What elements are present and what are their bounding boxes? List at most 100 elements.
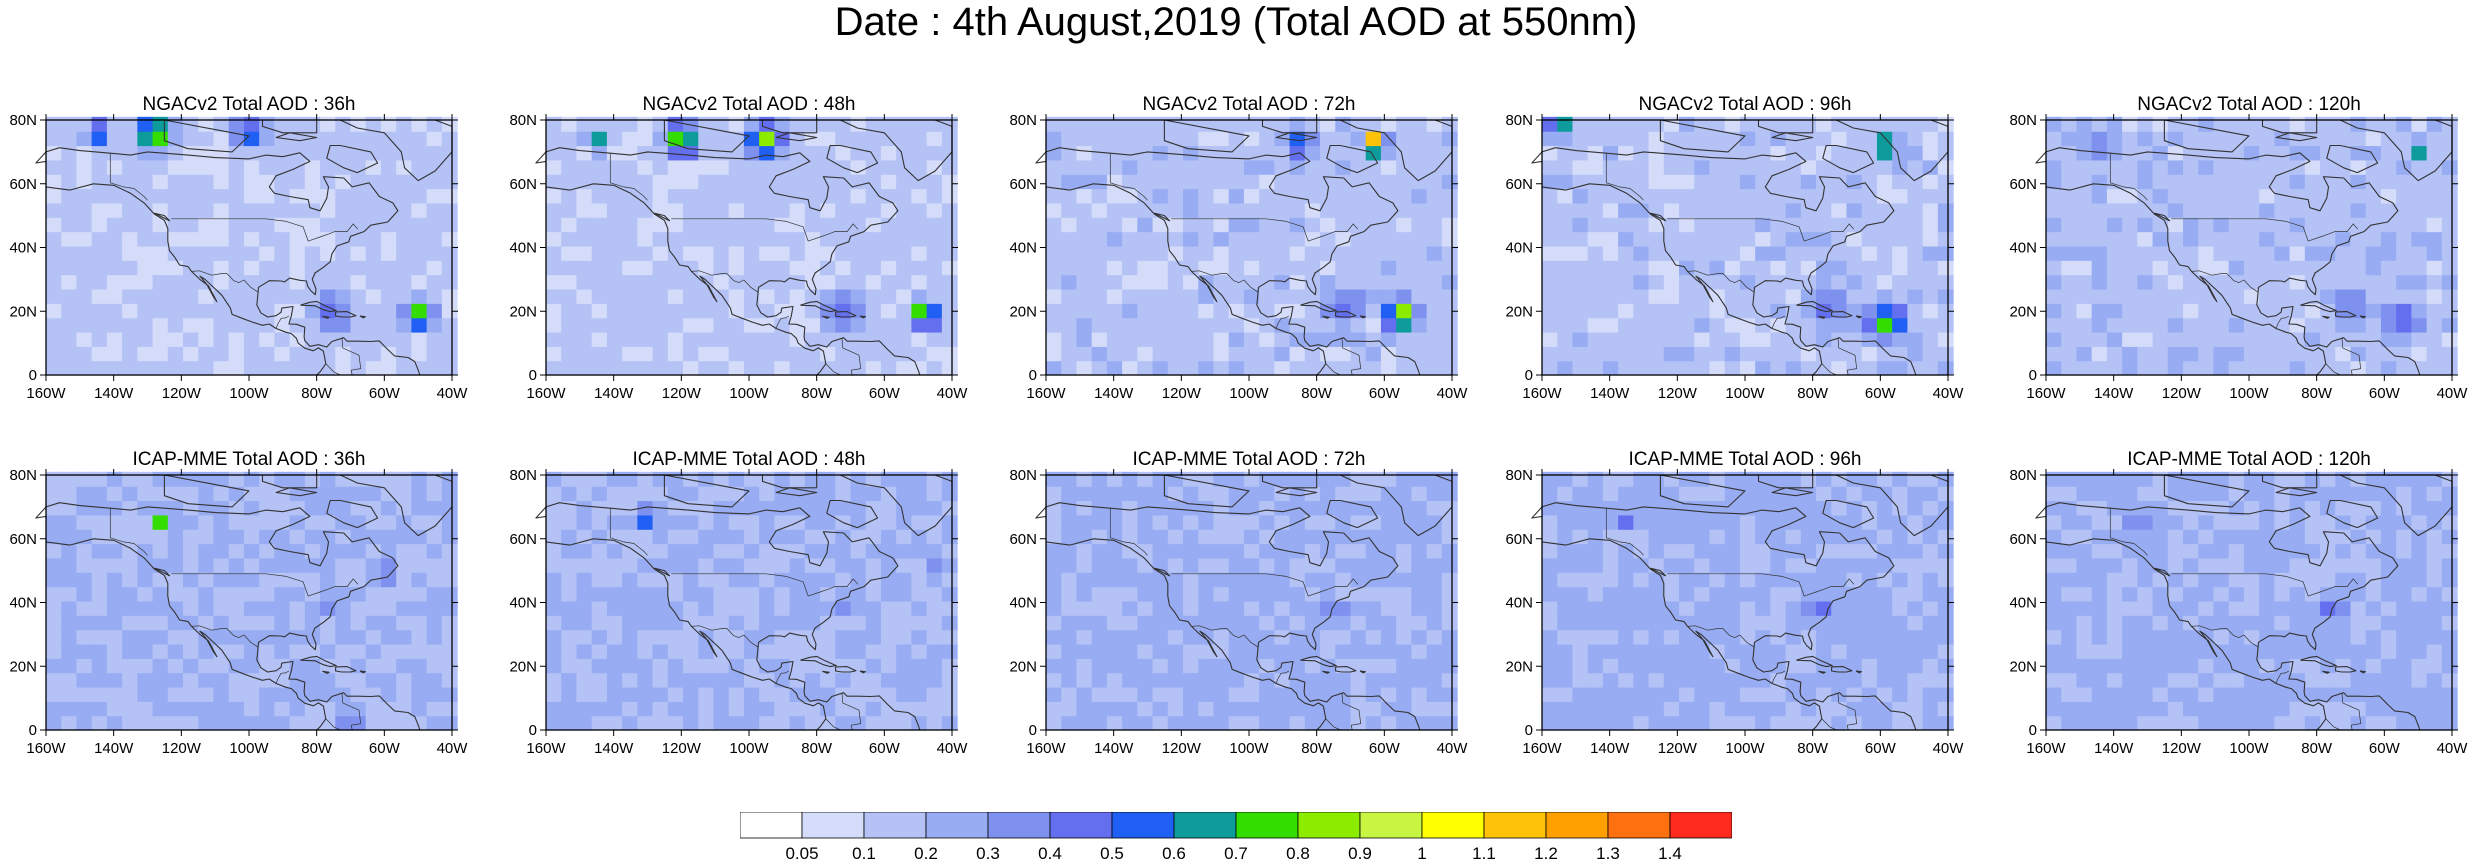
lon-tick-label: 100W bbox=[1229, 740, 1269, 757]
lon-tick-label: 40W bbox=[1933, 740, 1965, 757]
lat-tick-label: 40N bbox=[509, 595, 537, 612]
lat-tick-label: 80N bbox=[1009, 112, 1037, 129]
lon-tick-label: 160W bbox=[1522, 385, 1562, 402]
lon-tick-label: 40W bbox=[2437, 385, 2469, 402]
lat-tick-label: 80N bbox=[9, 467, 37, 484]
lon-tick-label: 100W bbox=[229, 385, 269, 402]
aod-field bbox=[1046, 117, 1458, 376]
lon-tick-label: 120W bbox=[1658, 385, 1698, 402]
lon-tick-label: 160W bbox=[1026, 740, 1066, 757]
colorbar-label: 1.2 bbox=[1534, 844, 1558, 862]
lon-tick-label: 100W bbox=[729, 740, 769, 757]
colorbar-swatch bbox=[1546, 812, 1608, 838]
lat-tick-label: 20N bbox=[9, 303, 37, 320]
lat-tick-label: 60N bbox=[1009, 176, 1037, 193]
lon-tick-label: 80W bbox=[2301, 740, 2333, 757]
colorbar-swatch bbox=[802, 812, 864, 838]
aod-field bbox=[2046, 117, 2458, 376]
lon-tick-label: 120W bbox=[2162, 385, 2202, 402]
lon-tick-label: 60W bbox=[369, 385, 401, 402]
lat-tick-label: 40N bbox=[2009, 595, 2037, 612]
lat-tick-label: 40N bbox=[1009, 595, 1037, 612]
panel-title: NGACv2 Total AOD : 72h bbox=[1143, 94, 1356, 115]
lon-tick-label: 60W bbox=[869, 740, 901, 757]
panel-title: ICAP-MME Total AOD : 96h bbox=[1628, 449, 1861, 470]
lon-tick-label: 140W bbox=[1094, 385, 1134, 402]
lat-tick-label: 20N bbox=[1505, 303, 1533, 320]
lon-tick-label: 80W bbox=[1301, 385, 1333, 402]
lat-tick-label: 20N bbox=[1009, 658, 1037, 675]
lat-tick-label: 0 bbox=[1525, 367, 1533, 384]
lat-tick-label: 0 bbox=[29, 722, 37, 739]
lon-tick-label: 140W bbox=[594, 740, 634, 757]
lat-tick-label: 60N bbox=[509, 176, 537, 193]
colorbar-label: 0.8 bbox=[1286, 844, 1310, 862]
lat-tick-label: 80N bbox=[2009, 467, 2037, 484]
lat-tick-label: 20N bbox=[509, 303, 537, 320]
lon-tick-label: 60W bbox=[1865, 740, 1897, 757]
colorbar-label: 0.6 bbox=[1162, 844, 1186, 862]
lat-tick-label: 40N bbox=[1505, 595, 1533, 612]
lat-tick-label: 0 bbox=[2029, 367, 2037, 384]
colorbar-swatch bbox=[864, 812, 926, 838]
lat-tick-label: 80N bbox=[2009, 112, 2037, 129]
lon-tick-label: 120W bbox=[2162, 740, 2202, 757]
panel-title: NGACv2 Total AOD : 36h bbox=[143, 94, 356, 115]
lon-tick-label: 80W bbox=[1797, 740, 1829, 757]
lat-tick-label: 20N bbox=[9, 658, 37, 675]
colorbar-label: 0.2 bbox=[914, 844, 938, 862]
lat-tick-label: 60N bbox=[9, 531, 37, 548]
lon-tick-label: 160W bbox=[1026, 385, 1066, 402]
colorbar-swatch bbox=[1112, 812, 1174, 838]
panel-title: ICAP-MME Total AOD : 72h bbox=[1132, 449, 1365, 470]
colorbar-label: 0.5 bbox=[1100, 844, 1124, 862]
lon-tick-label: 60W bbox=[369, 740, 401, 757]
lat-tick-label: 80N bbox=[1009, 467, 1037, 484]
colorbar-label: 0.1 bbox=[852, 844, 876, 862]
lon-tick-label: 160W bbox=[1522, 740, 1562, 757]
colorbar-label: 0.3 bbox=[976, 844, 1000, 862]
colorbar-label: 1.4 bbox=[1658, 844, 1682, 862]
lon-tick-label: 140W bbox=[594, 385, 634, 402]
aod-field bbox=[46, 472, 458, 731]
lat-tick-label: 80N bbox=[509, 467, 537, 484]
lat-tick-label: 60N bbox=[1505, 531, 1533, 548]
lat-tick-label: 60N bbox=[2009, 176, 2037, 193]
panel-title: ICAP-MME Total AOD : 36h bbox=[132, 449, 365, 470]
colorbar-swatch bbox=[1670, 812, 1732, 838]
lat-tick-label: 20N bbox=[509, 658, 537, 675]
lat-tick-label: 40N bbox=[1505, 240, 1533, 257]
lon-tick-label: 40W bbox=[937, 740, 969, 757]
lon-tick-label: 140W bbox=[1590, 385, 1630, 402]
map-panel-svg: ICAP-MME Total AOD : 96h80N60N40N20N0160… bbox=[1496, 445, 1976, 805]
lon-tick-label: 80W bbox=[1301, 740, 1333, 757]
map-panel-svg: ICAP-MME Total AOD : 72h80N60N40N20N0160… bbox=[1000, 445, 1480, 805]
panel-title: NGACv2 Total AOD : 120h bbox=[2137, 94, 2361, 115]
lon-tick-label: 60W bbox=[1369, 740, 1401, 757]
lon-tick-label: 160W bbox=[26, 385, 66, 402]
lat-tick-label: 80N bbox=[1505, 112, 1533, 129]
lat-tick-label: 20N bbox=[1009, 303, 1037, 320]
lon-tick-label: 60W bbox=[2369, 740, 2401, 757]
colorbar-swatch bbox=[1298, 812, 1360, 838]
colorbar-swatch bbox=[988, 812, 1050, 838]
aod-field bbox=[546, 472, 958, 731]
lon-tick-label: 160W bbox=[26, 740, 66, 757]
panel-title: NGACv2 Total AOD : 96h bbox=[1639, 94, 1852, 115]
lat-tick-label: 60N bbox=[1009, 531, 1037, 548]
lon-tick-label: 100W bbox=[229, 740, 269, 757]
lat-tick-label: 20N bbox=[2009, 658, 2037, 675]
lat-tick-label: 80N bbox=[1505, 467, 1533, 484]
lon-tick-label: 120W bbox=[162, 385, 202, 402]
lon-tick-label: 160W bbox=[2026, 740, 2066, 757]
